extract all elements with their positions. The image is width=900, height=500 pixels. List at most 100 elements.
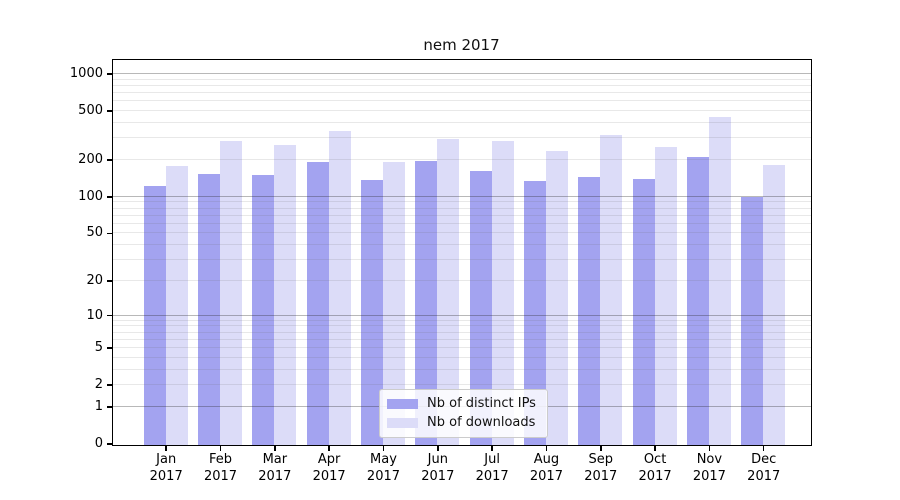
gridline-300 (112, 137, 811, 139)
plot-area (111, 58, 812, 446)
bar-downloads-dec (763, 164, 786, 445)
gridline-1000 (112, 73, 811, 75)
x-tick-oct (654, 445, 656, 451)
bar-ips-dec (741, 196, 764, 445)
legend: Nb of distinct IPs Nb of downloads (379, 389, 548, 438)
x-tick-label-nov: Nov 2017 (692, 452, 726, 484)
y-tick-label-100: 100 (78, 188, 103, 204)
bar-downloads-jan (165, 165, 188, 445)
bar-ips-jul (469, 170, 492, 445)
y-tick-10 (106, 314, 112, 317)
y-tick-5 (106, 347, 112, 349)
bar-downloads-sep (600, 134, 623, 445)
y-tick-label-10: 10 (86, 307, 103, 323)
legend-item-downloads: Nb of downloads (387, 415, 536, 430)
x-tick-label-feb: Feb 2017 (203, 452, 238, 484)
y-tick-20 (106, 280, 112, 282)
x-tick-jan (165, 445, 167, 451)
y-tick-label-1: 1 (94, 398, 103, 414)
x-tick-label-jan: Jan 2017 (149, 452, 183, 484)
gridline-3 (112, 368, 811, 370)
legend-swatch-downloads (387, 417, 418, 428)
x-tick-label-oct: Oct 2017 (638, 452, 672, 484)
legend-label-downloads: Nb of downloads (427, 415, 536, 430)
gridline-9 (112, 319, 811, 321)
bar-downloads-nov (708, 117, 731, 445)
gridline-800 (112, 84, 811, 86)
bar-downloads-jun (437, 139, 460, 445)
y-tick-50 (106, 232, 112, 235)
x-tick-label-sep: Sep 2017 (584, 452, 618, 484)
x-tick-sep (600, 445, 602, 451)
y-tick-200 (106, 159, 112, 161)
x-tick-label-mar: Mar 2017 (258, 452, 292, 484)
gridline-40 (112, 244, 811, 246)
bar-downloads-mar (274, 144, 297, 445)
legend-swatch-distinct-ips (387, 398, 418, 409)
y-tick-1 (106, 406, 112, 408)
y-tick-2 (106, 384, 112, 386)
gridline-50 (112, 232, 811, 234)
bar-ips-may (360, 179, 383, 445)
bar-ips-oct (632, 179, 655, 445)
x-tick-label-apr: Apr 2017 (312, 452, 346, 484)
bar-downloads-jul (491, 141, 514, 445)
x-tick-label-aug: Aug 2017 (529, 452, 563, 484)
x-tick-jul (491, 445, 493, 451)
gridline-4 (112, 356, 811, 358)
bar-downloads-apr (328, 130, 351, 445)
bars-layer (113, 60, 811, 445)
gridline-900 (112, 78, 811, 80)
bar-downloads-feb (220, 141, 243, 445)
x-tick-label-jun: Jun 2017 (421, 452, 455, 484)
gridline-8 (112, 325, 811, 327)
bar-ips-jan (143, 185, 166, 445)
bar-ips-jun (415, 160, 438, 445)
gridline-5 (112, 347, 811, 349)
y-tick-500 (106, 110, 112, 112)
gridline-600 (112, 100, 811, 102)
bar-ips-nov (686, 156, 709, 445)
gridline-80 (112, 207, 811, 209)
gridline-200 (112, 159, 811, 161)
x-tick-apr (328, 445, 330, 451)
y-tick-100 (106, 196, 112, 198)
y-tick-label-200: 200 (78, 152, 103, 168)
gridline-10 (112, 314, 811, 316)
x-tick-mar (274, 445, 276, 451)
bar-ips-feb (198, 173, 221, 445)
gridline-30 (112, 259, 811, 261)
x-tick-nov (708, 445, 711, 451)
x-tick-aug (545, 445, 548, 451)
legend-label-distinct-ips: Nb of distinct IPs (427, 396, 536, 411)
x-tick-label-jul: Jul 2017 (475, 452, 509, 484)
y-tick-label-50: 50 (86, 225, 103, 241)
gridline-6 (112, 338, 811, 340)
gridline-2 (112, 384, 811, 386)
legend-item-distinct-ips: Nb of distinct IPs (387, 396, 536, 411)
bar-ips-apr (306, 162, 329, 445)
x-tick-feb (219, 445, 222, 451)
y-tick-label-1000: 1000 (69, 66, 103, 82)
x-tick-may (382, 445, 385, 451)
y-tick-label-5: 5 (94, 340, 103, 356)
gridline-7 (112, 331, 811, 333)
y-tick-label-0: 0 (94, 436, 103, 451)
gridline-70 (112, 214, 811, 216)
chart-title: nem 2017 (423, 36, 500, 54)
grid-layer (112, 60, 811, 445)
x-tick-dec (762, 445, 765, 451)
gridline-700 (112, 92, 811, 94)
bar-ips-mar (252, 175, 275, 445)
gridline-60 (112, 222, 811, 224)
bar-ips-aug (523, 181, 546, 445)
y-tick-label-500: 500 (78, 103, 103, 119)
x-tick-label-dec: Dec 2017 (747, 452, 781, 484)
gridline-100 (112, 195, 811, 197)
gridline-500 (112, 110, 811, 112)
bar-downloads-may (382, 162, 405, 445)
gridline-90 (112, 201, 811, 203)
bar-downloads-aug (545, 151, 568, 445)
x-tick-label-may: May 2017 (366, 452, 401, 484)
